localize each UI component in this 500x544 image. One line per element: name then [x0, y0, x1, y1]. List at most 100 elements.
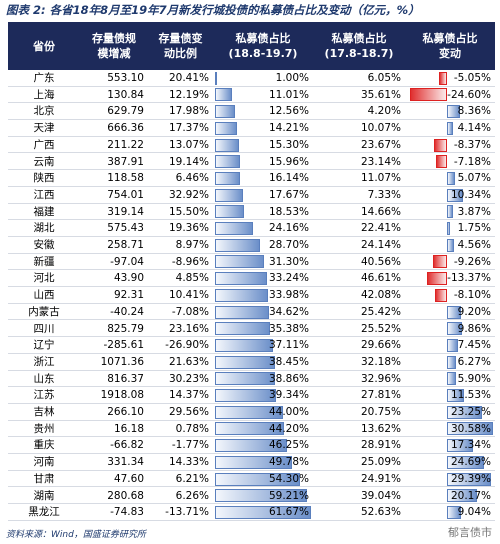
table-row: 北京 629.79 17.98% 12.56% 4.20% 8.36%: [8, 103, 495, 121]
data-bar: [215, 155, 240, 169]
data-bar: [215, 138, 239, 152]
table-row: 福建 319.14 15.50% 18.53% 14.66% 3.87%: [8, 204, 495, 221]
data-bar: [215, 338, 273, 352]
table-row: 湖南 280.68 6.26% 59.21% 39.04% 20.17%: [8, 488, 495, 505]
table-cell: 18.53%: [268, 205, 309, 218]
data-bar: [215, 255, 264, 269]
header-line: 存量债变: [158, 32, 203, 45]
table-cell: 61.67%: [268, 506, 309, 519]
table-cell: 32.96%: [360, 372, 401, 385]
table-cell: 15.50%: [168, 205, 209, 218]
table-row: 甘肃 47.60 6.21% 54.30% 24.91% 29.39%: [8, 471, 495, 488]
table-cell: 23.67%: [360, 138, 401, 151]
table-cell: 7.45%: [457, 339, 491, 352]
table-cell: 13.62%: [360, 422, 401, 435]
header-line: 存量债规: [92, 32, 136, 45]
table-cell: 280.68: [107, 489, 144, 502]
table-cell: -40.24: [110, 305, 144, 318]
table-cell: 广东: [33, 72, 55, 84]
table-cell: 黑龙江: [28, 506, 60, 519]
table-cell: 1071.36: [100, 355, 144, 368]
table-cell: 47.60: [113, 472, 144, 485]
table-cell: 24.16%: [268, 222, 309, 235]
change-bar: [447, 171, 455, 185]
header-line: 变动: [439, 47, 461, 60]
change-bar: [433, 255, 447, 269]
data-bar: [215, 405, 284, 419]
table-cell: 16.18: [113, 422, 144, 435]
change-bar: [447, 422, 493, 436]
table-row: 吉林 266.10 29.56% 44.00% 20.75% 23.25%: [8, 404, 495, 421]
table-cell: 43.90: [113, 272, 144, 285]
table-row: 浙江 1071.36 21.63% 38.45% 32.18% 6.27%: [8, 354, 495, 371]
table-cell: -8.96%: [171, 255, 209, 268]
table-cell: 9.86%: [457, 322, 491, 335]
data-bar: [215, 105, 235, 119]
change-bar: [447, 455, 485, 469]
table-cell: 11.01%: [268, 88, 309, 101]
change-bar: [447, 322, 462, 336]
table-row: 上海 130.84 12.19% 11.01% 35.61% -24.60%: [8, 87, 495, 104]
change-bar: [447, 188, 463, 202]
table-cell: -7.18%: [453, 155, 491, 168]
change-bar: [447, 355, 457, 369]
table-cell: 6.05%: [367, 72, 401, 84]
table-row: 新疆 -97.04 -8.96% 31.30% 40.56% -9.26%: [8, 254, 495, 271]
table-cell: 24.14%: [360, 239, 401, 251]
table-cell: 山西: [33, 289, 55, 302]
table-row: 河南 331.34 14.33% 49.78% 25.09% 24.69%: [8, 454, 495, 471]
table-cell: 33.98%: [268, 289, 309, 302]
table-cell: 24.91%: [360, 472, 401, 485]
table-cell: 27.81%: [360, 389, 401, 402]
data-bar: [215, 439, 287, 453]
table-cell: 12.19%: [168, 88, 209, 101]
table-cell: 12.56%: [268, 105, 309, 118]
change-bar: [436, 155, 447, 169]
table-cell: -97.04: [110, 255, 144, 268]
table-cell: 3.87%: [457, 205, 491, 218]
table-cell: 19.36%: [168, 222, 209, 235]
table-cell: 22.41%: [360, 222, 401, 235]
table-cell: 9.04%: [457, 506, 491, 519]
table-cell: 92.31: [113, 289, 144, 302]
table-row: 广东 553.10 20.41% 1.00% 6.05% -5.05%: [8, 70, 495, 87]
table-cell: -8.37%: [453, 138, 491, 151]
table-row: 江西 754.01 32.92% 17.67% 7.33% 10.34%: [8, 187, 495, 204]
table-cell: 49.78%: [268, 456, 309, 469]
table-cell: 天津: [33, 122, 55, 135]
change-bar: [447, 105, 460, 119]
table-cell: 5.90%: [457, 372, 491, 385]
table-cell: 29.39%: [450, 472, 491, 485]
table-cell: 北京: [33, 105, 55, 118]
table-cell: 319.14: [107, 205, 144, 218]
table-cell: -9.26%: [453, 255, 491, 268]
table-cell: 江西: [33, 188, 55, 201]
data-bar: [215, 188, 243, 202]
table-cell: 安徽: [33, 239, 55, 251]
table-cell: 24.69%: [450, 456, 491, 469]
table-cell: 32.18%: [360, 355, 401, 368]
data-bar: [215, 455, 293, 469]
header-line: (17.8-18.7): [324, 47, 394, 60]
table-cell: 17.67%: [268, 188, 309, 201]
table-row: 云南 387.91 19.14% 15.96% 23.14% -7.18%: [8, 154, 495, 171]
table-cell: 25.42%: [360, 305, 401, 318]
table-cell: 11.53%: [450, 389, 491, 402]
table-cell: -74.83: [110, 506, 144, 519]
table-cell: 4.56%: [457, 239, 491, 251]
table-cell: 46.61%: [360, 272, 401, 285]
table-cell: 23.16%: [168, 322, 209, 335]
table-cell: 37.11%: [268, 339, 309, 352]
table-cell: 17.37%: [168, 122, 209, 135]
table-cell: 38.45%: [268, 355, 309, 368]
table-cell: 29.56%: [168, 406, 209, 418]
table-cell: -8.10%: [453, 289, 491, 302]
table-cell: 39.34%: [268, 389, 309, 402]
table-cell: 江苏: [33, 389, 55, 402]
table-cell: 52.63%: [360, 506, 401, 519]
header-line: 省份: [33, 39, 55, 53]
table-cell: 6.46%: [175, 172, 209, 185]
table-cell: 20.41%: [168, 72, 209, 84]
table-cell: 浙江: [33, 355, 55, 368]
